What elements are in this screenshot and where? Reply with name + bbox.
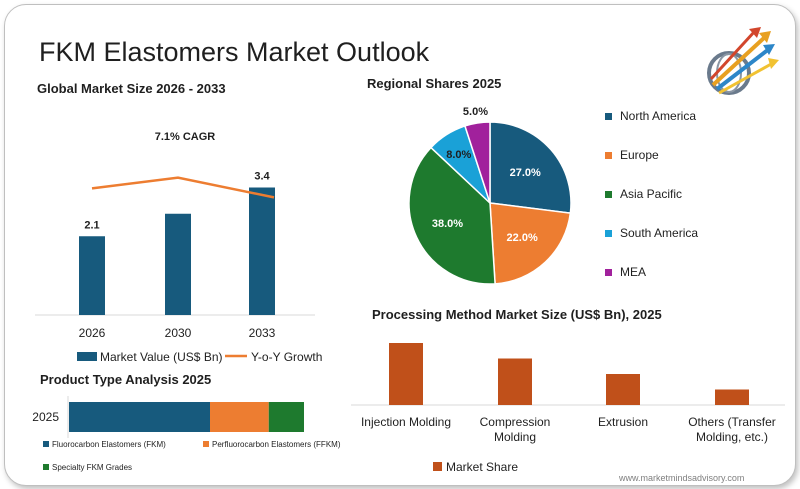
data-label: 2.1 — [84, 219, 99, 231]
legend-swatch — [605, 269, 612, 276]
processing-method-chart: Injection Molding Compression Molding Extru… — [351, 343, 785, 474]
stacked-segment — [69, 402, 210, 432]
legend-label: North America — [620, 109, 696, 123]
slice-label: 38.0% — [432, 218, 463, 230]
legend-swatch — [605, 191, 612, 198]
legend-label: MEA — [620, 265, 646, 279]
bar — [715, 389, 749, 405]
global-chart-title: Global Market Size 2026 - 2033 — [37, 81, 226, 96]
legend-label: South America — [620, 226, 698, 240]
x-tick-label: 2033 — [249, 326, 276, 340]
arrows-globe-logo-icon — [707, 27, 779, 95]
pie-slice — [489, 121, 572, 214]
pie-slice — [464, 121, 491, 204]
bar — [249, 187, 275, 315]
data-label: 3.4 — [254, 171, 270, 183]
legend-swatch — [43, 441, 49, 447]
legend-label-market-value: Market Value (US$ Bn) — [100, 350, 223, 364]
pie-slice — [408, 146, 496, 285]
pie-slice — [489, 202, 572, 285]
legend-label: Perfluorocarbon Elastomers (FFKM) — [212, 440, 341, 449]
x-tick-label: 2026 — [79, 326, 106, 340]
product-chart-title: Product Type Analysis 2025 — [40, 372, 212, 387]
growth-line — [91, 176, 275, 199]
slice-label: 22.0% — [507, 232, 538, 244]
legend-label: Specialty FKM Grades — [52, 463, 132, 472]
bar — [389, 343, 423, 405]
processing-chart-title: Processing Method Market Size (US$ Bn), … — [372, 307, 662, 322]
slice-label: 5.0% — [463, 106, 488, 118]
legend-swatch — [43, 464, 49, 470]
legend-swatch-market-value — [77, 352, 97, 361]
watermark: www.marketmindsadvisory.com — [619, 473, 745, 483]
legend-label: Fluorocarbon Elastomers (FKM) — [52, 440, 166, 449]
page-title: FKM Elastomers Market Outlook — [39, 37, 430, 67]
infographic-card: FKM Elastomers Market Outlook Global Mar… — [4, 4, 796, 486]
legend-label: Europe — [620, 148, 659, 162]
y-tick-label: 2025 — [32, 410, 59, 424]
regional-legend: North America Europe Asia Pacific South Ame… — [605, 109, 698, 279]
x-tick-label: 2030 — [165, 326, 192, 340]
legend-swatch — [203, 441, 209, 447]
x-tick-label: Injection Molding — [361, 415, 451, 429]
stacked-segment — [210, 402, 269, 432]
legend-swatch — [605, 230, 612, 237]
bar — [79, 236, 105, 315]
bar — [165, 213, 191, 315]
regional-shares-pie: 27.0% 22.0% 38.0% 8.0% 5.0% — [408, 106, 572, 285]
legend-label-growth: Y-o-Y Growth — [251, 350, 322, 364]
x-tick-label: Compression Molding — [480, 415, 551, 444]
slice-label: 8.0% — [446, 149, 471, 161]
legend-swatch — [605, 152, 612, 159]
legend-label: Asia Pacific — [620, 187, 682, 201]
regional-chart-title: Regional Shares 2025 — [367, 76, 502, 91]
legend-label: Market Share — [446, 460, 518, 474]
legend-swatch — [433, 462, 442, 471]
legend-swatch — [605, 113, 612, 120]
cagr-annotation: 7.1% CAGR — [155, 131, 216, 143]
x-tick-label: Extrusion — [598, 415, 648, 429]
slice-label: 27.0% — [510, 167, 541, 179]
x-tick-label: Others (Transfer Molding, etc.) — [688, 415, 776, 444]
bar — [498, 358, 532, 405]
stacked-segment — [268, 402, 304, 432]
product-type-chart: 2025 Fluorocarbon Elastomers (FKM) Perfluo… — [32, 396, 341, 472]
bar — [606, 374, 640, 405]
global-market-size-chart: 2.1 2026 2030 3.4 2033 7.1% CAGR Market Value … — [35, 131, 322, 364]
